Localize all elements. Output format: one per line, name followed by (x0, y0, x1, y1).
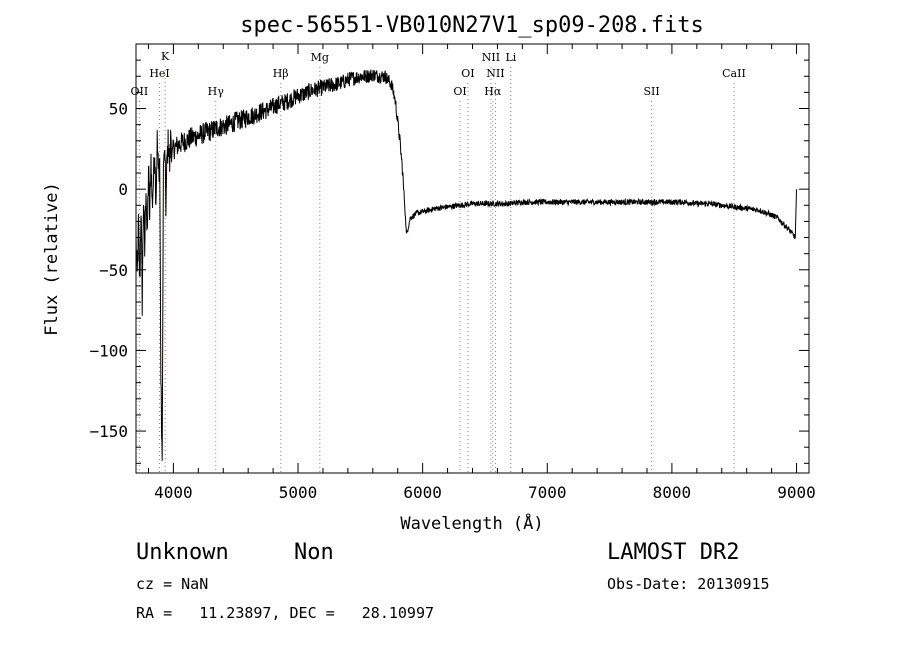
y-tick-label: 0 (118, 180, 128, 199)
x-tick-label: 5000 (279, 483, 318, 502)
survey-label: LAMOST DR2 (607, 540, 740, 565)
x-tick-label: 7000 (528, 483, 567, 502)
line-marker-label: K (161, 50, 170, 63)
spectrum-line (135, 69, 797, 461)
line-marker-label: NII (486, 67, 504, 80)
y-axis-label: Flux (relative) (42, 182, 62, 336)
line-marker-label: Hα (484, 85, 502, 98)
y-tick-label: −100 (89, 341, 128, 360)
y-tick-label: −50 (99, 261, 128, 280)
plot-frame (135, 43, 810, 474)
emission-line-markers: OII K HeI Hγ Hβ Mg OI OI NII NII Hα Li SII CaII (131, 50, 746, 473)
line-marker-label: OII (131, 85, 149, 98)
line-marker-label: Hγ (208, 85, 225, 98)
x-axis-label: Wavelength (Å) (400, 512, 543, 534)
line-marker-label: Hβ (273, 67, 289, 80)
x-tick-label: 9000 (777, 483, 816, 502)
classification-label: Unknown (136, 540, 229, 565)
line-marker-label: Mg (311, 51, 329, 64)
cz-value: cz = NaN (136, 575, 209, 593)
line-marker-label: Li (505, 51, 516, 64)
line-marker-label: OI (461, 67, 474, 80)
subclass-label: Non (294, 540, 334, 565)
x-tick-label: 6000 (403, 483, 442, 502)
coordinates: RA = 11.23897, DEC = 28.10997 (136, 604, 435, 622)
line-marker-label: OI (453, 85, 466, 98)
line-marker-label: CaII (722, 67, 746, 80)
x-tick-label: 8000 (653, 483, 692, 502)
x-tick-label: 4000 (154, 483, 193, 502)
axis-ticks: 4000 5000 6000 7000 8000 9000 −150 −100 −50 0 50 (89, 44, 816, 502)
line-marker-label: HeI (149, 67, 169, 80)
chart-title: spec-56551-VB010N27V1_sp09-208.fits (240, 13, 704, 38)
y-tick-label: −150 (89, 422, 128, 441)
obs-date: Obs-Date: 20130915 (607, 575, 770, 593)
line-marker-label: SII (643, 85, 659, 98)
y-tick-label: 50 (109, 100, 128, 119)
line-marker-label: NII (482, 51, 500, 64)
